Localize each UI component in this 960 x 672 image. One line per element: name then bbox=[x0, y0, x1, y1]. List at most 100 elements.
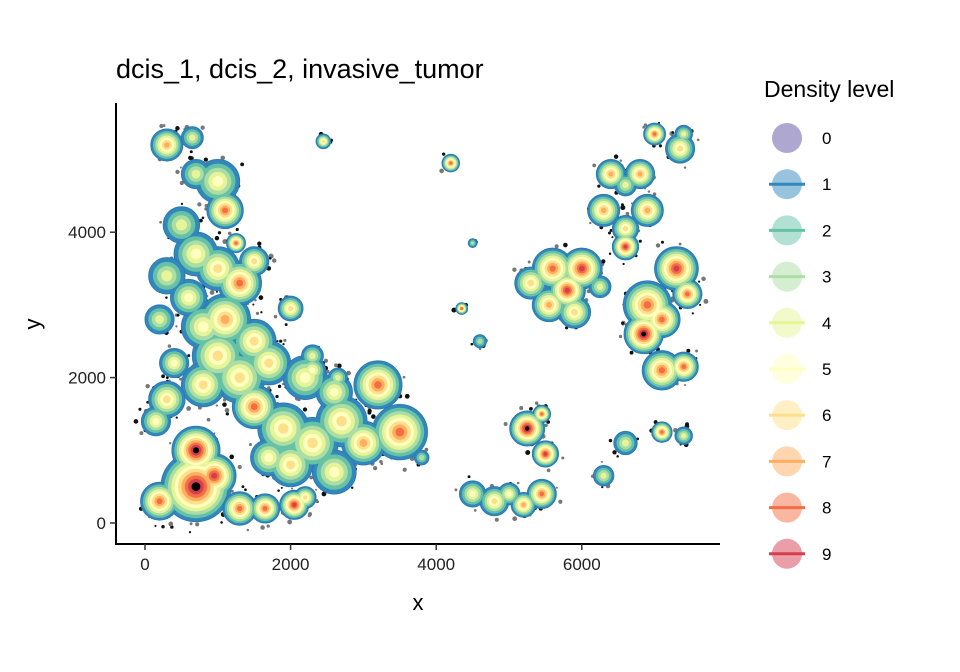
density-contour bbox=[236, 279, 244, 287]
density-contour bbox=[329, 387, 339, 397]
density-contour bbox=[335, 374, 341, 381]
cell-point bbox=[165, 376, 169, 379]
density-contour bbox=[524, 426, 530, 431]
cell-point bbox=[252, 303, 255, 306]
cell-point bbox=[161, 524, 165, 529]
density-contour bbox=[643, 301, 652, 309]
cell-point bbox=[607, 231, 612, 235]
density-contour bbox=[286, 460, 296, 470]
cell-point bbox=[179, 180, 184, 186]
density-contour bbox=[264, 453, 274, 463]
cell-point bbox=[275, 394, 279, 399]
density-contour bbox=[608, 171, 614, 177]
cell-point bbox=[175, 325, 178, 328]
density-contour bbox=[596, 283, 604, 291]
cell-point bbox=[696, 138, 700, 142]
legend-label: 9 bbox=[822, 545, 831, 564]
density-contour bbox=[460, 307, 464, 311]
cell-point bbox=[561, 456, 565, 460]
cell-point bbox=[195, 522, 200, 527]
density-contour bbox=[191, 482, 201, 492]
density-contour bbox=[539, 491, 545, 497]
cell-point bbox=[228, 231, 232, 236]
cell-point bbox=[280, 486, 283, 489]
cell-point bbox=[154, 524, 157, 528]
cell-point bbox=[162, 124, 166, 128]
cell-point bbox=[671, 131, 675, 134]
cell-point bbox=[215, 290, 218, 293]
cell-point bbox=[321, 491, 327, 497]
density-contour bbox=[155, 315, 164, 324]
cell-point bbox=[283, 338, 287, 342]
legend-item-1: 1 bbox=[769, 169, 831, 200]
cell-point bbox=[254, 299, 257, 302]
density-contour bbox=[212, 350, 224, 362]
density-contour bbox=[571, 308, 578, 316]
cell-point bbox=[697, 280, 701, 283]
density-contour bbox=[374, 381, 382, 389]
legend-label: 7 bbox=[822, 452, 831, 471]
density-contour bbox=[477, 338, 483, 344]
cell-point bbox=[589, 221, 592, 225]
cell-point bbox=[608, 252, 612, 255]
density-contour bbox=[543, 452, 548, 456]
density-contour bbox=[197, 321, 209, 333]
cell-point bbox=[225, 412, 229, 416]
density-contour bbox=[673, 265, 680, 272]
cell-point bbox=[638, 239, 642, 243]
density-contour bbox=[309, 352, 316, 360]
cell-point bbox=[220, 155, 226, 161]
cell-point bbox=[683, 383, 687, 387]
cell-point bbox=[260, 525, 265, 530]
density-contour bbox=[307, 437, 318, 449]
cell-point bbox=[350, 486, 354, 490]
density-contour bbox=[621, 439, 630, 447]
cell-point bbox=[237, 464, 242, 470]
density-contour bbox=[170, 359, 178, 367]
cell-point bbox=[277, 384, 282, 389]
density-contour bbox=[189, 134, 196, 141]
cell-point bbox=[179, 166, 182, 169]
cell-point bbox=[189, 522, 193, 526]
density-contour bbox=[658, 367, 665, 374]
cell-point bbox=[346, 370, 351, 376]
cell-point bbox=[373, 465, 378, 471]
density-contour bbox=[677, 145, 684, 152]
density-contour bbox=[222, 207, 228, 214]
density-contour bbox=[418, 454, 425, 461]
cell-point bbox=[660, 240, 664, 244]
cell-point bbox=[467, 475, 471, 479]
density-contour bbox=[299, 372, 311, 383]
density-contour bbox=[564, 287, 570, 293]
legend-label: 3 bbox=[822, 268, 831, 287]
cell-point bbox=[611, 236, 614, 239]
density-contour bbox=[681, 131, 687, 137]
cell-point bbox=[512, 516, 518, 522]
cell-point bbox=[257, 241, 262, 246]
density-contour bbox=[156, 498, 163, 505]
density-contour bbox=[262, 506, 268, 511]
density-contour bbox=[213, 264, 223, 274]
density-contour bbox=[685, 291, 690, 297]
y-ticks: 0 2000 4000 bbox=[68, 223, 116, 533]
cell-point bbox=[279, 339, 283, 343]
cell-point bbox=[248, 442, 252, 447]
cell-point bbox=[629, 350, 634, 355]
cell-point bbox=[255, 311, 260, 316]
cell-point bbox=[473, 509, 477, 512]
cell-point bbox=[244, 488, 247, 492]
density-level-core bbox=[191, 331, 647, 492]
cell-point bbox=[625, 211, 630, 216]
legend-item-2: 2 bbox=[769, 215, 831, 246]
cell-point bbox=[197, 202, 202, 207]
density-contour bbox=[469, 490, 476, 498]
density-contour bbox=[212, 175, 224, 187]
density-contour bbox=[660, 430, 664, 434]
cell-point bbox=[695, 349, 698, 353]
cell-point bbox=[187, 354, 191, 358]
density-contour bbox=[600, 472, 607, 479]
cell-point bbox=[229, 454, 235, 460]
density-contour bbox=[622, 225, 629, 232]
cell-point bbox=[404, 393, 410, 399]
cell-point bbox=[563, 242, 568, 248]
